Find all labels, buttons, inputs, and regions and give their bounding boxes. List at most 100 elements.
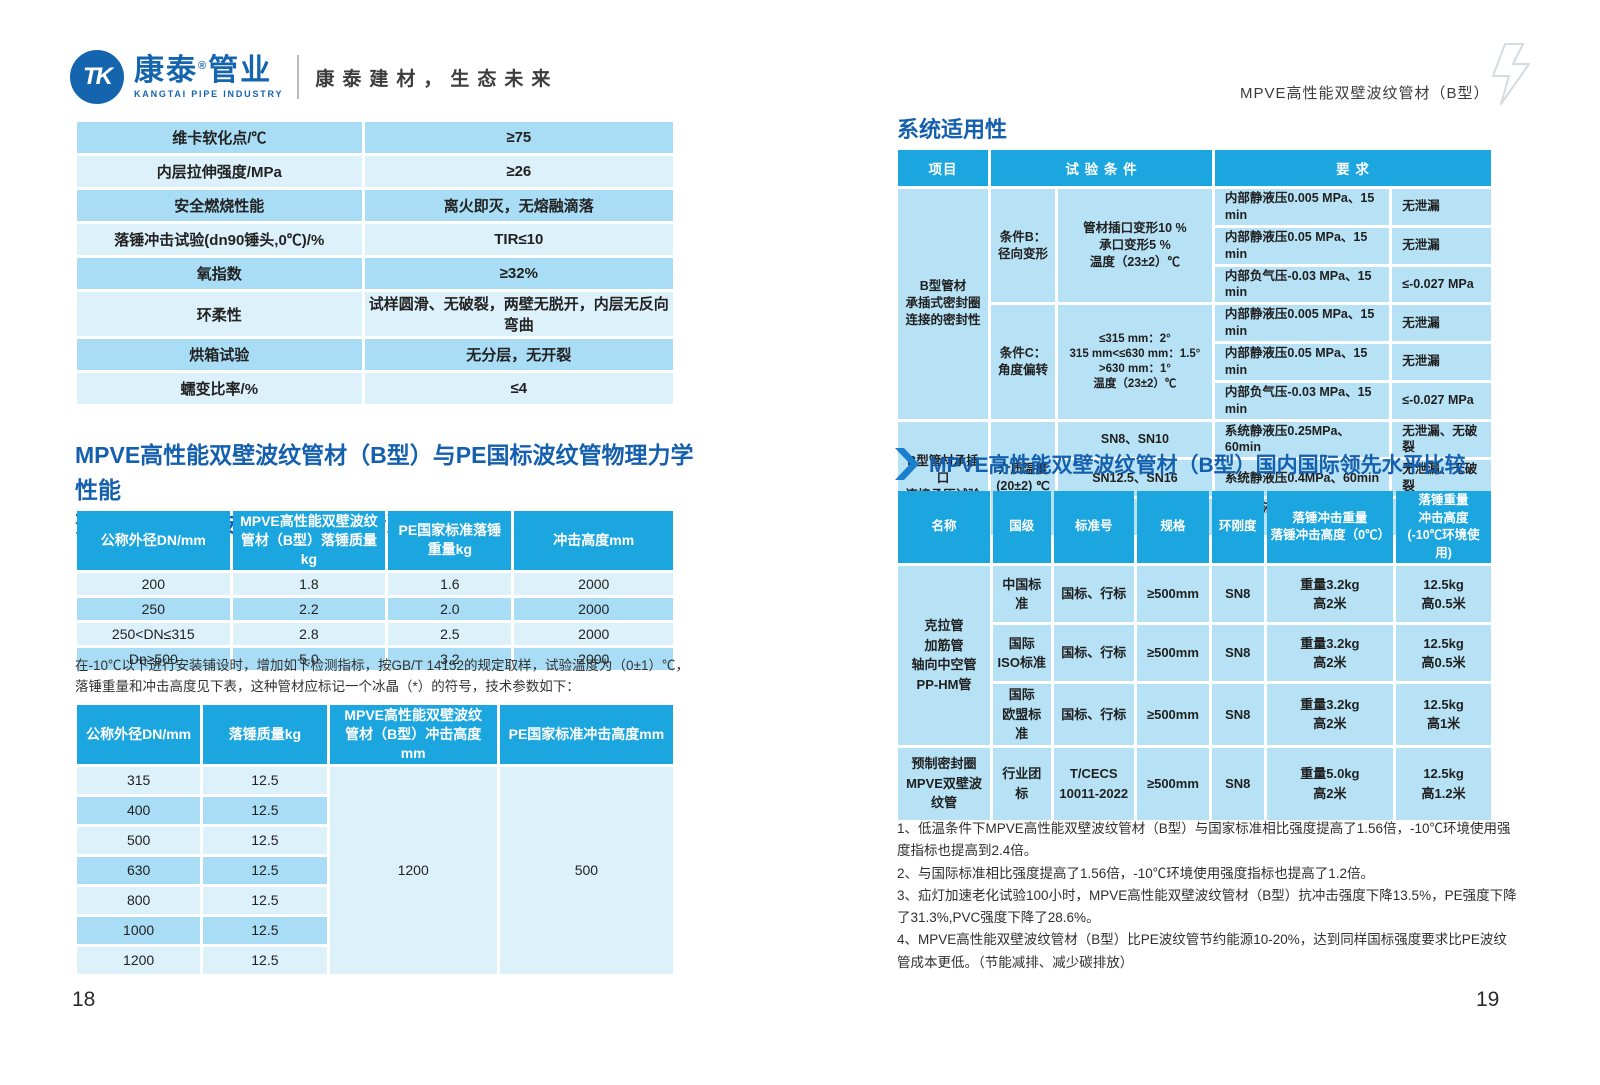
- merged-pe-height-cell: 500: [499, 766, 673, 974]
- cell: 250: [77, 597, 230, 620]
- column-header: PE国家标准落锤重量kg: [388, 511, 512, 570]
- table-row: 250<DN≤315 2.8 2.5 2000: [77, 622, 673, 645]
- brand-name: 康泰®管业: [134, 54, 273, 88]
- property-label: 氧指数: [77, 258, 362, 289]
- column-header: 落锤质量kg: [203, 705, 327, 764]
- table-row: 内部负气压-0.03 MPa、15 min ≤-0.027 MPa: [898, 266, 1491, 303]
- cell: 1000: [77, 916, 201, 944]
- standard-level: 国际 ISO标准: [993, 625, 1051, 681]
- table-row: 氧指数 ≥32%: [77, 258, 673, 289]
- cell: 12.5: [203, 856, 327, 884]
- ring-stiffness: SN8: [1211, 684, 1264, 745]
- ring-stiffness: SN8: [1211, 747, 1264, 820]
- column-header: 公称外径DN/mm: [77, 705, 201, 764]
- table-header-row: 项目 试 验 条 件 要 求: [898, 150, 1491, 186]
- table-row: 蠕变比率/% ≤4: [77, 373, 673, 404]
- column-header: 规格: [1137, 491, 1209, 563]
- column-header: 落锤冲击重量 落锤冲击高度（0℃）: [1266, 491, 1394, 563]
- result: ≤-0.027 MPa: [1392, 382, 1491, 419]
- result: 无泄漏、无破裂: [1392, 421, 1491, 458]
- column-header: 冲击高度mm: [514, 511, 673, 570]
- standard-level: 国际 欧盟标准: [993, 684, 1051, 745]
- standard-level: 中国标准: [993, 566, 1051, 622]
- company-logo: TK 康泰®管业 KANGTAI PIPE INDUSTRY 康泰建材，生态未来: [70, 50, 558, 104]
- property-value: ≥75: [364, 122, 673, 153]
- comparison-table: 名称 国级 标准号 规格 环刚度 落锤冲击重量 落锤冲击高度（0℃） 落锤重量 …: [895, 488, 1494, 823]
- cell: 2000: [514, 572, 673, 595]
- table-row: 500 12.5: [77, 826, 673, 854]
- column-header: PE国家标准冲击高度mm: [499, 705, 673, 764]
- requirement: 系统静液压0.4MPa、60min: [1214, 460, 1390, 496]
- table-row: 环柔性 试样圆滑、无破裂，两壁无脱开，内层无反向弯曲: [77, 292, 673, 336]
- chevron-decoration-icon: [1492, 43, 1530, 105]
- result: 无泄漏: [1392, 227, 1491, 264]
- impact-spec: 重量3.2kg 高2米: [1266, 625, 1394, 681]
- table-row: 维卡软化点/℃ ≥75: [77, 122, 673, 153]
- cell: 2.2: [232, 597, 386, 620]
- table-row: 200 1.8 1.6 2000: [77, 572, 673, 595]
- cell: 5.0: [232, 647, 386, 670]
- impact-spec: 重量3.2kg 高2米: [1266, 566, 1394, 622]
- requirement: 内部静液压0.05 MPa、15 min: [1214, 227, 1390, 264]
- cell: 2000: [514, 597, 673, 620]
- property-value: 试样圆滑、无破裂，两壁无脱开，内层无反向弯曲: [364, 292, 673, 336]
- note-item: 1、低温条件下MPVE高性能双壁波纹管材（B型）与国家标准相比强度提高了1.56…: [897, 821, 1511, 859]
- cell: 500: [77, 826, 201, 854]
- group-label: 预制密封圈 MPVE双壁波纹管: [898, 747, 990, 820]
- result: ≤-0.027 MPa: [1392, 266, 1491, 303]
- column-header: 环刚度: [1211, 491, 1264, 563]
- cell: 200: [77, 572, 230, 595]
- cell: 1.8: [232, 572, 386, 595]
- physical-properties-table: 维卡软化点/℃ ≥75 内层拉伸强度/MPa ≥26 安全燃烧性能 离火即灭，无熔融滴…: [74, 119, 676, 407]
- requirement: 内部负气压-0.03 MPa、15 min: [1214, 382, 1390, 419]
- registered-mark: ®: [198, 60, 209, 73]
- cell: 12.5: [203, 826, 327, 854]
- arrow-icon: [895, 448, 919, 480]
- result: 无泄漏: [1392, 305, 1491, 341]
- table-row: 克拉管 加筋管 轴向中空管 PP-HM管 中国标准 国标、行标 ≥500mm S…: [898, 566, 1491, 745]
- property-label: 蠕变比率/%: [77, 373, 362, 404]
- property-label: 落锤冲击试验(dn90锤头,0℃)/%: [77, 224, 362, 255]
- property-label: 环柔性: [77, 292, 362, 336]
- cell: 1.6: [388, 572, 512, 595]
- table-row: 400 12.5: [77, 796, 673, 824]
- requirement: 系统静液压0.25MPa、60min: [1214, 421, 1390, 458]
- cell: 630: [77, 856, 201, 884]
- property-value: 无分层，无开裂: [364, 339, 673, 370]
- property-label: 安全燃烧性能: [77, 190, 362, 221]
- standard-no: 国标、行标: [1053, 566, 1134, 622]
- table-header-row: 名称 国级 标准号 规格 环刚度 落锤冲击重量 落锤冲击高度（0℃） 落锤重量 …: [898, 491, 1491, 563]
- note-item: 4、MPVE高性能双壁波纹管材（B型）比PE波纹管节约能源10-20%，达到同样…: [897, 932, 1507, 970]
- table-row: 1000 12.5: [77, 916, 673, 944]
- spec: ≥500mm: [1137, 566, 1209, 622]
- cell: 1200: [77, 946, 201, 974]
- table-row: 国际 欧盟标准 国标、行标 ≥500mm SN8 重量3.2kg 高2米 12.…: [898, 684, 1491, 745]
- spec: ≥500mm: [1137, 684, 1209, 745]
- condition-label: 条件B： 径向变形: [991, 189, 1055, 303]
- property-label: 维卡软化点/℃: [77, 122, 362, 153]
- property-label: 内层拉伸强度/MPa: [77, 156, 362, 187]
- property-value: 离火即灭，无熔融滴落: [364, 190, 673, 221]
- cell: 400: [77, 796, 201, 824]
- condition-detail: 管材插口变形10 % 承口变形5 % 温度（23±2）℃: [1057, 189, 1212, 303]
- ring-stiffness: SN8: [1211, 625, 1264, 681]
- cell: 12.5: [203, 886, 327, 914]
- table-row: 内部静液压0.05 MPa、15 min 无泄漏: [898, 227, 1491, 264]
- standard-level: 行业团标: [993, 747, 1051, 820]
- column-header: MPVE高性能双壁波纹 管材（B型）冲击高度mm: [329, 705, 497, 764]
- cell: 12.5: [203, 766, 327, 794]
- cell: 2.8: [232, 622, 386, 645]
- cell: 2.5: [388, 622, 512, 645]
- cell: 800: [77, 886, 201, 914]
- condition-detail: ≤315 mm：2° 315 mm<≤630 mm：1.5° >630 mm：1…: [1057, 305, 1212, 419]
- table-row: 预制密封圈 MPVE双壁波纹管 行业团标 T/CECS 10011-2022 ≥…: [898, 747, 1491, 820]
- table-row: 315 12.5 1200 500: [77, 766, 673, 974]
- cell: 12.5: [203, 946, 327, 974]
- property-value: ≤4: [364, 373, 673, 404]
- table-row: 条件C： 角度偏转 ≤315 mm：2° 315 mm<≤630 mm：1.5°…: [898, 305, 1491, 419]
- table-row: 内层拉伸强度/MPa ≥26: [77, 156, 673, 187]
- cell: 315: [77, 766, 201, 794]
- note-item: 2、与国际标准相比强度提高了1.56倍，-10℃环境使用强度指标也提高了1.2倍…: [897, 865, 1375, 881]
- column-header: 标准号: [1053, 491, 1134, 563]
